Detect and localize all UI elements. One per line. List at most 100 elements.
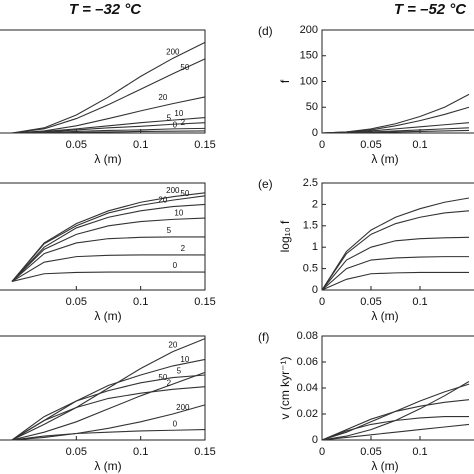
x-tick-label: 0.1 — [133, 446, 148, 458]
x-axis-label: λ (m) — [371, 152, 398, 166]
curve — [11, 404, 206, 441]
y-axis-label: v (cm kyr⁻¹) — [278, 357, 292, 420]
curve-label: 0 — [173, 419, 178, 428]
y-tick-label: 0.08 — [297, 330, 318, 342]
plot-frame — [321, 182, 474, 291]
x-axis-label: λ (m) — [94, 152, 121, 166]
plot-frame — [0, 335, 206, 441]
curve-label: 5 — [177, 367, 182, 376]
curve-label: 10 — [180, 355, 189, 364]
curve — [11, 338, 206, 441]
curve-label: 20 — [158, 93, 167, 102]
curve-label: 5 — [167, 226, 172, 235]
curve — [11, 271, 205, 282]
curve-label: 0 — [173, 120, 178, 129]
curve-label: 20 — [168, 341, 177, 350]
x-tick-label: 0.05 — [360, 446, 381, 458]
y-tick-label: 0.06 — [297, 356, 318, 368]
panel-label: (e) — [258, 177, 273, 191]
curve — [11, 236, 205, 282]
x-tick-label: 0.1 — [133, 139, 148, 151]
x-axis-label: λ (m) — [94, 309, 121, 323]
y-tick-label: 0.04 — [297, 382, 318, 394]
curve — [321, 399, 470, 441]
x-tick-label: 0 — [319, 139, 325, 151]
x-tick-label: 0.05 — [360, 139, 381, 151]
x-tick-label: 0.1 — [412, 296, 427, 308]
y-tick-label: 2.5 — [303, 177, 318, 189]
x-tick-label: 0.1 — [133, 296, 148, 308]
y-tick-label: 1 — [312, 241, 318, 253]
x-tick-label: 0.05 — [66, 446, 87, 458]
curve — [11, 130, 206, 134]
y-tick-label: 200 — [300, 24, 318, 36]
x-axis-label: λ (m) — [94, 459, 121, 473]
y-tick-label: 0 — [312, 284, 318, 296]
curve-label: 10 — [174, 109, 183, 118]
curve — [321, 197, 470, 291]
curve — [11, 371, 206, 441]
x-tick-label: 0 — [319, 446, 325, 458]
curve-label: 50 — [180, 189, 189, 198]
panel-title: T = –52 °C — [394, 1, 467, 18]
y-tick-label: 0 — [312, 127, 318, 139]
curve — [11, 192, 206, 282]
curve-label: 200 — [166, 186, 180, 195]
y-tick-label: 0.02 — [297, 408, 318, 420]
y-tick-label: 1.5 — [303, 220, 318, 232]
plot-frame — [321, 335, 474, 441]
x-tick-label: 0 — [319, 296, 325, 308]
curve — [11, 429, 206, 441]
curve-label: 10 — [174, 208, 183, 217]
x-tick-label: 0.05 — [66, 139, 87, 151]
curve-label: 5 — [167, 113, 172, 122]
x-axis-label: λ (m) — [371, 459, 398, 473]
curve — [321, 256, 469, 291]
y-tick-label: 0 — [312, 434, 318, 446]
curve-label: 2 — [181, 118, 186, 127]
curve — [321, 271, 469, 291]
x-tick-label: 0.05 — [360, 296, 381, 308]
y-tick-label: 50 — [306, 101, 318, 113]
x-tick-label: 0.15 — [194, 446, 215, 458]
curve — [321, 210, 470, 291]
y-axis-label: f — [278, 79, 292, 83]
curve-label: 50 — [180, 63, 189, 72]
curve — [11, 203, 206, 282]
curve — [11, 254, 205, 282]
curve-label: 20 — [158, 196, 167, 205]
curve — [11, 58, 206, 134]
curve-label: 2 — [181, 244, 186, 253]
y-axis-label: log₁₀ f — [278, 220, 292, 252]
curve — [321, 236, 470, 291]
plot-frame — [321, 29, 474, 134]
x-tick-label: 0.15 — [194, 139, 215, 151]
curve — [321, 416, 469, 441]
curve-label: 200 — [176, 403, 190, 412]
curve — [11, 195, 206, 282]
y-tick-label: 2 — [312, 198, 318, 210]
y-tick-label: 150 — [300, 50, 318, 62]
y-tick-label: 0.5 — [303, 263, 318, 275]
curve-label: 2 — [167, 378, 172, 387]
curve-label: 0 — [173, 261, 178, 270]
curve — [11, 386, 206, 441]
panel-label: (f) — [258, 330, 269, 344]
x-tick-label: 0.1 — [412, 139, 427, 151]
curve — [321, 129, 470, 134]
curve-label: 200 — [166, 47, 180, 56]
curve — [11, 217, 206, 282]
curve — [11, 374, 206, 441]
curve — [321, 423, 470, 441]
panel-label: (d) — [258, 24, 273, 38]
curve-label: 50 — [158, 373, 167, 382]
x-tick-label: 0.1 — [412, 446, 427, 458]
y-tick-label: 100 — [300, 75, 318, 87]
curve — [11, 41, 206, 134]
x-tick-label: 0.05 — [66, 296, 87, 308]
panel-title: T = –32 °C — [69, 1, 142, 18]
x-axis-label: λ (m) — [371, 309, 398, 323]
plot-frame — [0, 29, 206, 134]
x-tick-label: 0.15 — [194, 296, 215, 308]
